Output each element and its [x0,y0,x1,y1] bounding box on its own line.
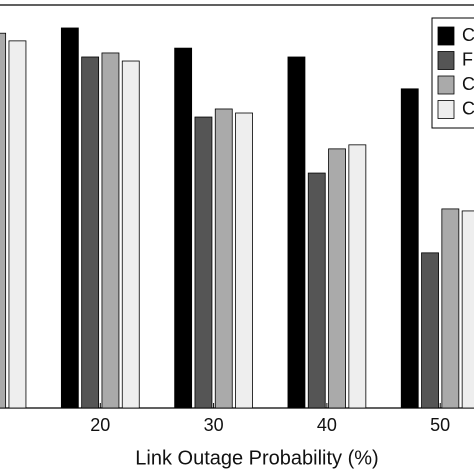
bar [0,32,7,409]
bar [194,116,213,409]
x-axis-label: Link Outage Probability (%) [135,447,378,469]
legend-swatch [437,51,455,70]
bar [174,47,193,409]
bar [121,60,140,409]
x-tick-label: 40 [317,415,337,435]
legend-swatch [437,26,455,46]
legend-label: C [462,25,474,45]
bar [81,56,100,409]
bar [60,27,79,409]
legend-label: C [462,98,474,118]
x-tick-label: 30 [204,415,224,435]
bar [214,108,233,409]
bar [400,88,419,409]
bar [461,210,474,409]
legend-label: F [462,49,473,69]
x-tick-label: 50 [430,415,450,435]
bar [421,252,439,409]
bar [101,52,120,409]
bar [287,56,306,409]
legend-swatch [437,75,455,95]
legend-label: C [462,74,474,94]
bar [328,148,346,409]
bar [348,144,367,409]
bar [307,172,326,409]
x-tick-label: 20 [90,415,110,435]
bar [8,40,27,409]
bar [235,112,253,409]
bar [441,208,460,409]
legend-swatch [437,100,455,119]
